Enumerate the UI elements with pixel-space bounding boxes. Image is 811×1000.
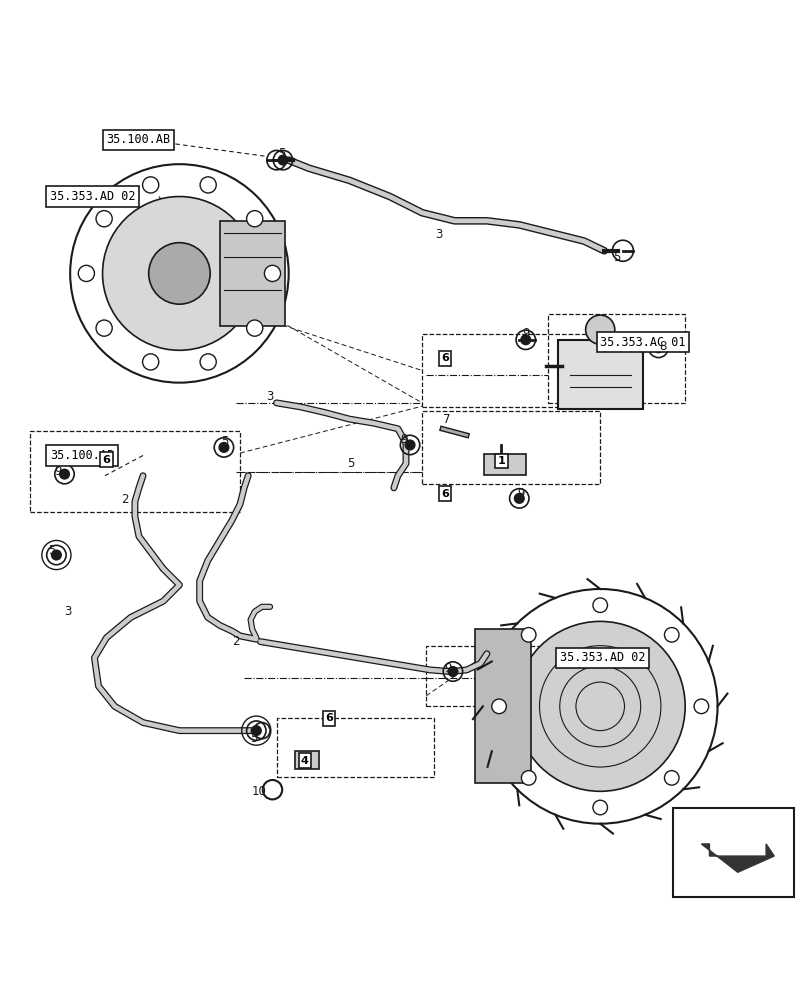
Text: 3: 3 [266,390,273,403]
Text: 9: 9 [517,487,524,500]
Circle shape [521,771,535,785]
Text: 5: 5 [612,251,620,264]
Text: 35.100.AB: 35.100.AB [106,133,170,146]
Text: 2: 2 [232,635,239,648]
Text: 35.353.AD 02: 35.353.AD 02 [50,190,135,203]
Circle shape [96,211,112,227]
Circle shape [59,469,69,479]
FancyBboxPatch shape [294,751,318,769]
Circle shape [96,320,112,336]
FancyBboxPatch shape [483,454,525,475]
Circle shape [521,335,530,345]
Circle shape [148,243,210,304]
Text: 2: 2 [121,493,128,506]
Text: 35.100.AB: 35.100.AB [50,449,114,462]
Text: 5: 5 [250,732,257,745]
Text: 6: 6 [102,455,110,465]
Text: 1: 1 [497,456,504,466]
Text: 9: 9 [54,465,62,478]
Text: 35.353.AC 01: 35.353.AC 01 [599,336,684,349]
Circle shape [663,628,678,642]
Circle shape [521,628,535,642]
Circle shape [102,197,256,350]
Circle shape [51,550,61,560]
FancyBboxPatch shape [474,629,530,783]
Circle shape [278,155,287,165]
Circle shape [200,177,216,193]
Circle shape [405,440,414,450]
FancyBboxPatch shape [220,221,285,326]
Circle shape [264,265,281,282]
Circle shape [219,443,229,452]
FancyBboxPatch shape [672,808,793,897]
Text: 9: 9 [444,662,451,675]
Circle shape [78,265,94,282]
Circle shape [247,211,263,227]
Circle shape [515,621,684,791]
Text: 5: 5 [278,147,285,160]
Circle shape [200,354,216,370]
Text: 35.353.AD 02: 35.353.AD 02 [559,651,645,664]
Text: 9: 9 [400,433,408,446]
Circle shape [143,354,159,370]
Text: 9: 9 [521,327,529,340]
Circle shape [491,699,506,714]
Text: 8: 8 [658,340,665,353]
Circle shape [247,320,263,336]
Circle shape [251,726,261,735]
Text: 6: 6 [324,713,333,723]
Circle shape [693,699,708,714]
Circle shape [653,343,663,353]
Circle shape [585,315,614,344]
Circle shape [143,177,159,193]
Circle shape [663,771,678,785]
Circle shape [592,598,607,612]
Text: 7: 7 [442,413,449,426]
Text: 6: 6 [440,489,448,499]
Circle shape [448,667,457,676]
Text: 5: 5 [48,544,55,557]
Text: 6: 6 [440,353,448,363]
Text: 5: 5 [221,435,228,448]
Text: 5: 5 [347,457,354,470]
FancyBboxPatch shape [557,340,642,409]
Text: 10: 10 [251,785,266,798]
Text: 4: 4 [301,756,308,766]
Text: 3: 3 [434,228,441,241]
Polygon shape [701,844,773,872]
Text: 3: 3 [64,605,71,618]
Circle shape [514,494,524,503]
Circle shape [592,800,607,815]
